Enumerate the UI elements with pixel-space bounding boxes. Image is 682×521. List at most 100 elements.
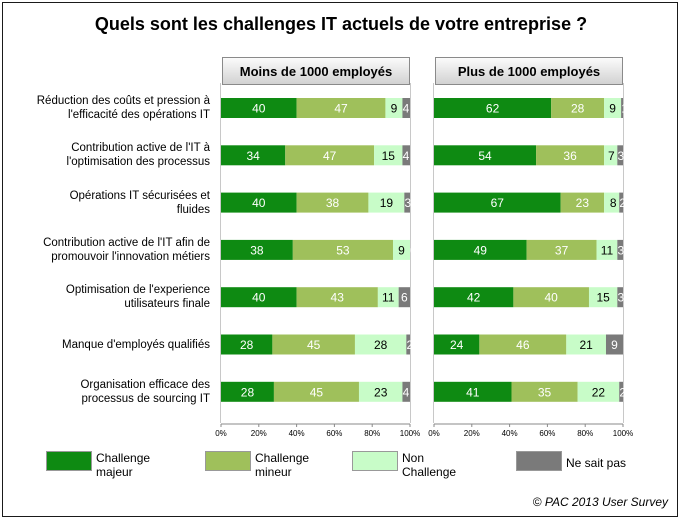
bar-segment [588, 287, 618, 308]
bar-segment [566, 334, 606, 355]
x-tick-label: 40% [502, 429, 518, 438]
bar-segment [221, 239, 293, 260]
bar-segment [221, 334, 273, 355]
legend-label-line: Challenge [255, 451, 310, 465]
data-label: 4 [403, 149, 410, 163]
legend-swatch [46, 451, 92, 471]
bar-segment [392, 239, 410, 260]
data-label: 8 [610, 196, 617, 210]
data-label: 47 [323, 149, 337, 163]
category-label-line: Contribution active de l'IT afin de [43, 236, 210, 249]
data-label: 67 [491, 196, 505, 210]
data-label: 28 [241, 385, 255, 399]
data-label: 9 [609, 102, 616, 116]
bar-segment [273, 381, 359, 402]
data-label: 3 [617, 291, 624, 305]
bar-segment [604, 98, 622, 118]
category-label-line: l'optimisation des processus [66, 156, 210, 169]
data-label: 19 [380, 196, 394, 210]
bar-segment [398, 287, 410, 308]
data-label: 40 [252, 102, 266, 116]
bar-segment [604, 145, 618, 166]
legend-label: Ne sait pas [566, 456, 626, 470]
data-label: 11 [601, 243, 614, 257]
data-label: 2 [406, 338, 413, 352]
data-label: 38 [250, 243, 264, 257]
bar-segment [511, 381, 578, 402]
x-tick-label: 0% [215, 429, 227, 438]
data-label: 4 [403, 385, 410, 399]
bar-segment [292, 239, 393, 260]
bar-segment [221, 287, 297, 308]
bar-segment [358, 381, 403, 402]
bar-segment [385, 98, 403, 118]
panel-header-left: Moins de 1000 employés [222, 57, 410, 85]
bar-segment [434, 192, 561, 213]
bar-segment [402, 381, 410, 402]
category-label-line: Organisation efficace des [80, 378, 210, 391]
bar-segment [402, 145, 410, 166]
category-label: Optimisation de l'experience utilisateurs… [30, 283, 210, 311]
source-note: © PAC 2013 User Survey [532, 495, 668, 509]
data-label: 7 [608, 149, 615, 163]
panel-header-right: Plus de 1000 employés [435, 57, 623, 85]
data-label: 15 [596, 291, 610, 305]
data-label: 21 [579, 338, 593, 352]
data-label: 40 [545, 291, 559, 305]
data-label: 0 [410, 243, 417, 257]
bar-segment [272, 334, 355, 355]
legend-label-line: Challenge [402, 465, 457, 479]
x-tick-label: 80% [364, 429, 380, 438]
bar-segment [296, 98, 386, 118]
x-tick-label: 20% [251, 429, 267, 438]
category-label-line: promouvoir l'innovation métiers [51, 250, 210, 263]
category-label: Réduction des coûts et pression à l'effic… [30, 94, 210, 122]
data-label: 42 [467, 291, 481, 305]
data-label: 1 [621, 102, 628, 116]
x-tick-label: 100% [613, 429, 633, 438]
legend-label-line: Non [402, 451, 425, 465]
category-label-line: processus de sourcing IT [81, 392, 210, 405]
bar-segment [434, 98, 552, 118]
data-label: 36 [563, 149, 577, 163]
data-label: 3 [404, 196, 411, 210]
data-label: 40 [252, 291, 266, 305]
bar-segment [406, 334, 410, 355]
data-label: 24 [450, 338, 464, 352]
bar-segment [434, 145, 537, 166]
bar-segment [285, 145, 375, 166]
x-tick-label: 0% [428, 429, 440, 438]
legend-label: Challenge mineur [255, 451, 309, 479]
data-label: 40 [252, 196, 266, 210]
data-label: 43 [331, 291, 345, 305]
data-label: 28 [240, 338, 254, 352]
bar-segment [551, 98, 605, 118]
legend-label: Non Challenge [402, 451, 456, 479]
bar-segment [402, 98, 410, 118]
data-label: 45 [307, 338, 321, 352]
data-label: 53 [336, 243, 350, 257]
bar-segment [296, 287, 378, 308]
bar-segment [434, 239, 527, 260]
bar-segment [513, 287, 589, 308]
bar-segment [296, 192, 369, 213]
bar-segment [619, 192, 623, 213]
data-label: 47 [334, 102, 348, 116]
x-tick-label: 80% [577, 429, 593, 438]
data-label: 28 [571, 102, 585, 116]
data-label: 35 [538, 385, 552, 399]
data-label: 22 [592, 385, 606, 399]
bar-segment [374, 145, 403, 166]
category-label-line: Contribution active de l'IT à [71, 142, 210, 155]
data-label: 2 [619, 385, 626, 399]
bar-segment [536, 145, 605, 166]
bar-segment [221, 98, 297, 118]
category-label-line: l'efficacité des opérations IT [68, 109, 210, 121]
bar-segment [354, 334, 407, 355]
bar-segment [377, 287, 399, 308]
legend-label: Challenge majeur [96, 451, 150, 479]
bar-segment [404, 192, 410, 213]
category-label: Opérations IT sécurisées et fluides [30, 189, 210, 217]
data-label: 3 [617, 149, 624, 163]
x-tick-label: 20% [464, 429, 480, 438]
